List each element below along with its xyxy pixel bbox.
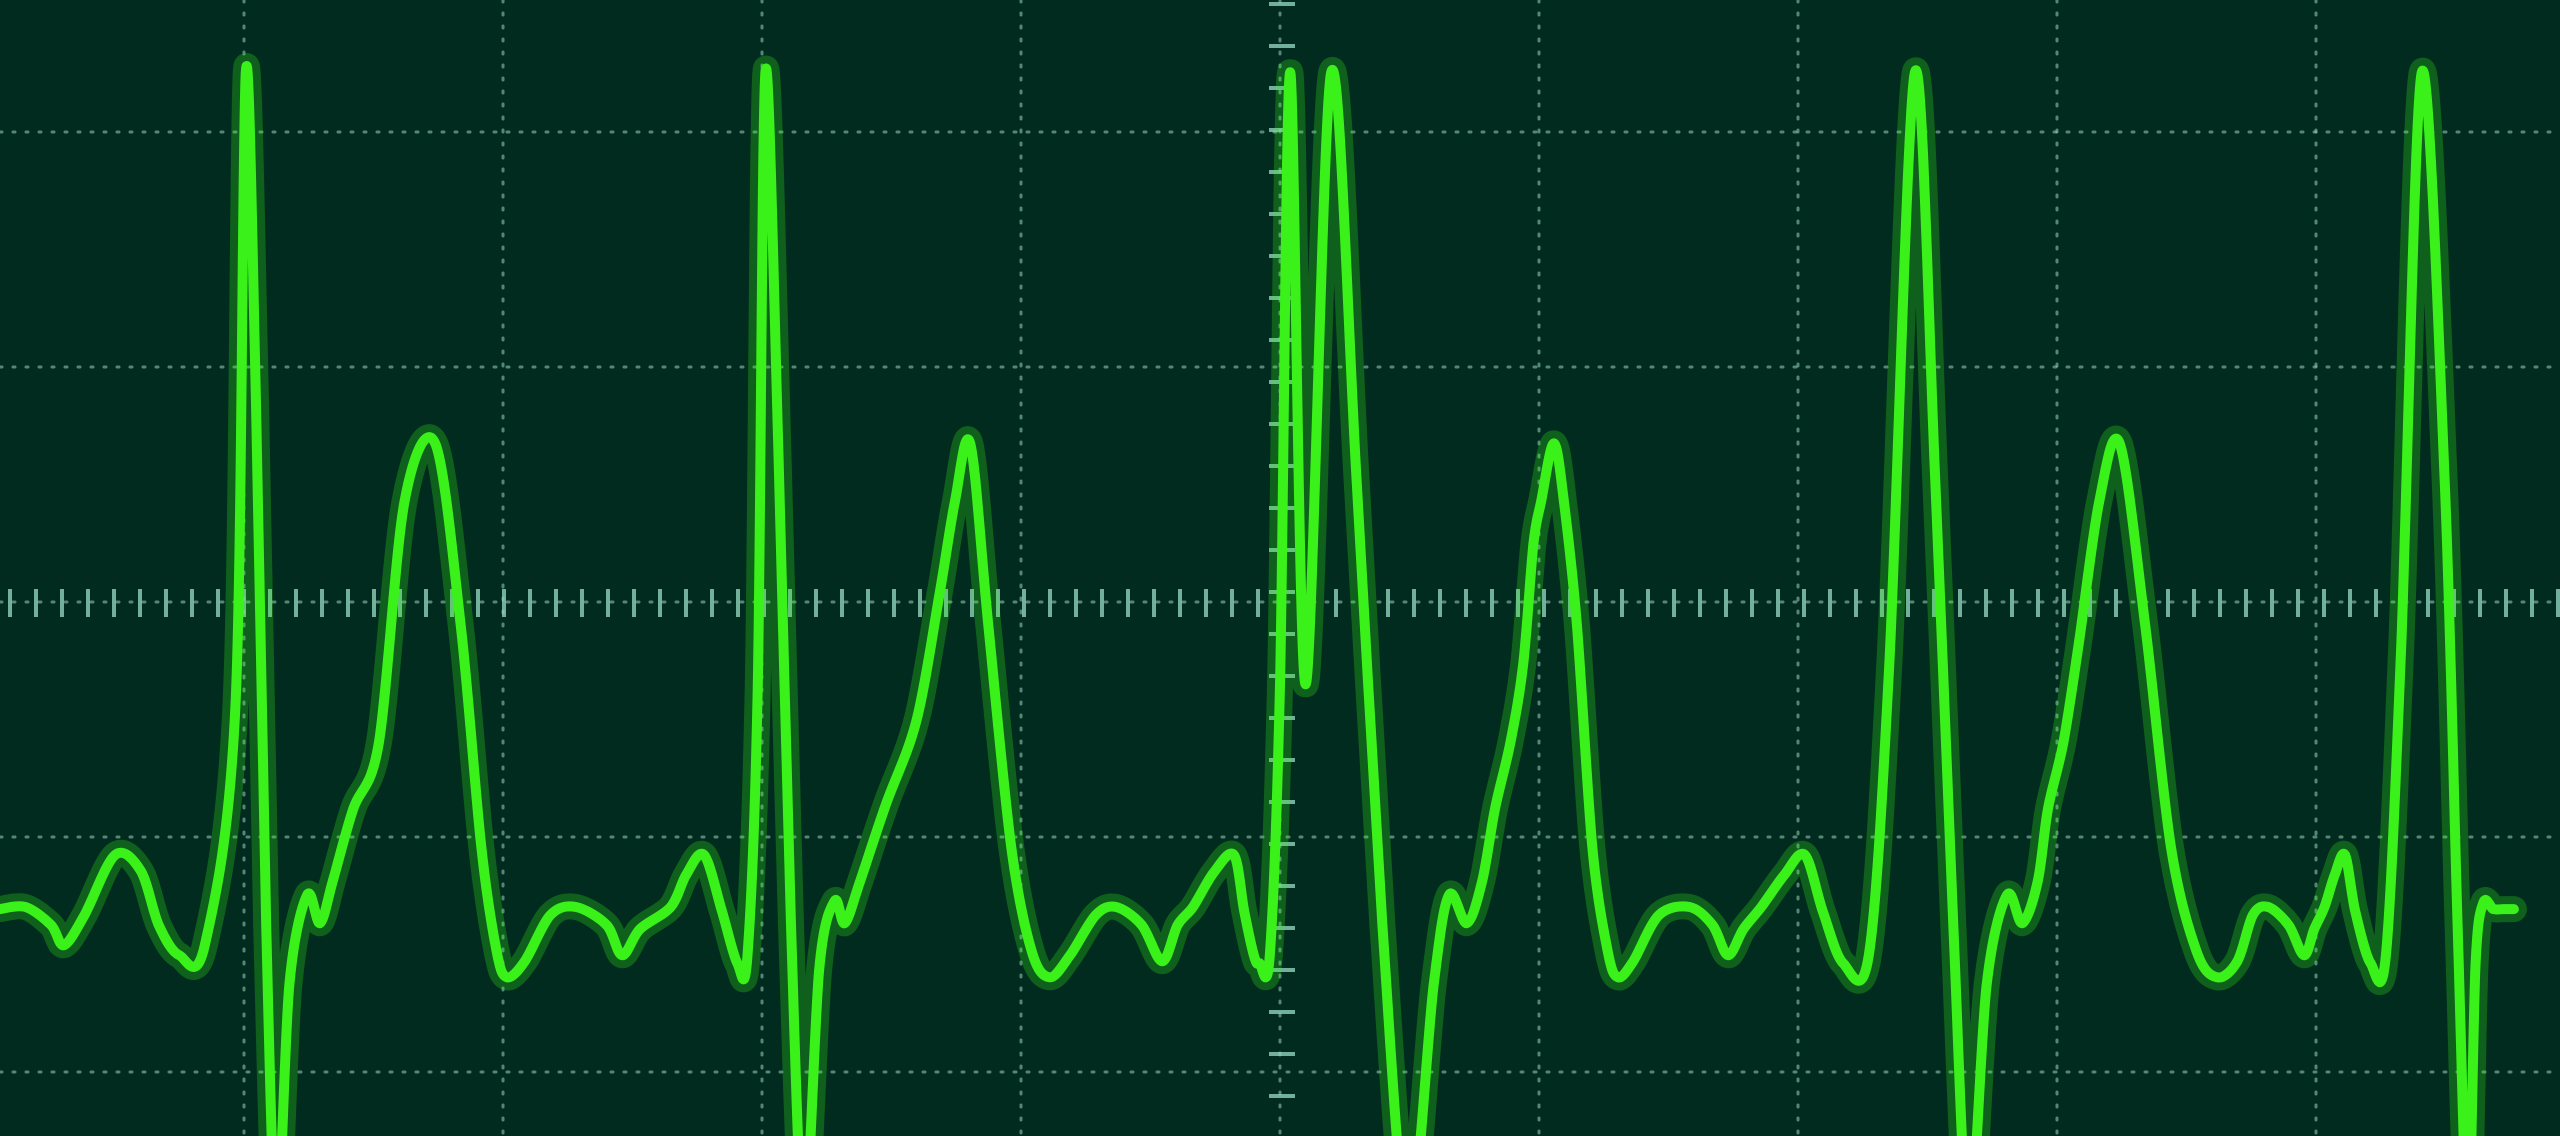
ecg-trace-line xyxy=(0,61,2519,1136)
trace-layer xyxy=(0,53,2527,1136)
